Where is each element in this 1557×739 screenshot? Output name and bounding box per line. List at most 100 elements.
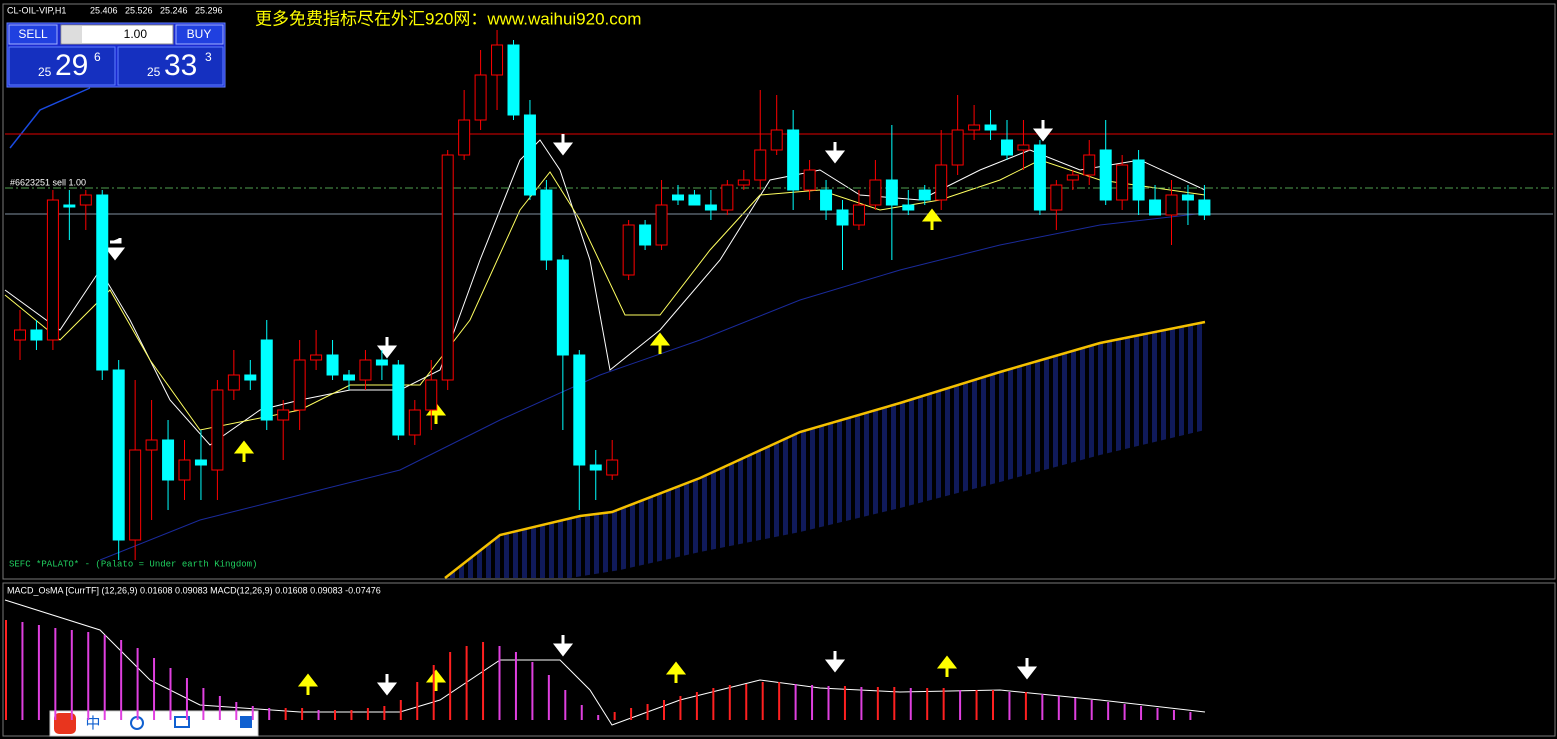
- candle-body: [836, 209, 849, 226]
- candle-body: [951, 129, 964, 166]
- candle-body: [754, 149, 767, 181]
- ohlc-high: 25.526: [125, 5, 153, 15]
- macd-signal: [4, 599, 1206, 726]
- candle-body: [375, 359, 388, 366]
- candle-body: [1165, 194, 1178, 216]
- buy-price[interactable]: [117, 46, 224, 86]
- candle-body: [1001, 139, 1013, 156]
- candle-body: [96, 194, 109, 371]
- candle-body: [737, 179, 750, 186]
- sell-text: SELL: [18, 27, 48, 41]
- candle-body: [902, 204, 915, 211]
- buy-main: 33: [164, 49, 197, 82]
- candle-body: [1083, 154, 1096, 176]
- candle-body: [523, 114, 536, 196]
- candle-body: [573, 354, 586, 466]
- candle-body: [507, 44, 520, 116]
- candle-body: [540, 189, 553, 261]
- candle-body: [491, 44, 504, 76]
- candle-body: [244, 374, 257, 381]
- candle-body: [343, 374, 355, 381]
- sell-button[interactable]: [8, 24, 58, 45]
- candle-body: [918, 189, 931, 201]
- candle-body: [869, 179, 882, 206]
- sell-price[interactable]: [8, 46, 116, 86]
- buy-button[interactable]: [175, 24, 224, 45]
- candle-body: [556, 259, 569, 356]
- candle-body: [129, 449, 142, 541]
- candle-body: [359, 359, 372, 381]
- candle-body: [46, 199, 59, 341]
- candle-body: [935, 164, 948, 201]
- candle-body: [14, 329, 26, 341]
- lots-text: 1.00: [124, 27, 148, 41]
- candle-body: [326, 354, 339, 376]
- candle-body: [1033, 144, 1046, 211]
- candle-body: [63, 204, 76, 208]
- candle-body: [1066, 174, 1079, 181]
- candle-body: [260, 339, 273, 421]
- lots-input[interactable]: [60, 24, 174, 45]
- candle-body: [425, 379, 438, 411]
- candle-body: [194, 459, 207, 466]
- sell-big: 25: [38, 65, 52, 79]
- ohlc-close: 25.296: [195, 5, 223, 15]
- candle-body: [392, 364, 405, 436]
- candle-body: [1017, 144, 1030, 151]
- buy-sup: 3: [205, 50, 212, 64]
- candle-body: [474, 74, 487, 121]
- candle-body: [606, 459, 619, 476]
- candle-body: [622, 224, 635, 276]
- candle-body: [310, 354, 323, 361]
- cloud: [445, 322, 1205, 578]
- ohlc-open: 25.406: [90, 5, 118, 15]
- candle-body: [162, 439, 175, 481]
- candle-body: [770, 129, 783, 151]
- candle-body: [30, 329, 43, 341]
- candle-body: [293, 359, 306, 411]
- candle-body: [721, 184, 734, 211]
- indicator-label: SEFC *PALATO* - (Palato = Under earth Ki…: [9, 559, 257, 569]
- ime-logo[interactable]: [54, 713, 76, 734]
- marks: [5, 30, 1211, 720]
- watermark: 更多免费指标尽在外汇920网：www.waihui920.com: [255, 9, 641, 28]
- candle-body: [1149, 199, 1162, 216]
- candle-body: [885, 179, 898, 206]
- buy-big: 25: [147, 65, 161, 79]
- candle-body: [787, 129, 800, 191]
- slow-ma: [99, 212, 1206, 561]
- candle-body: [984, 124, 997, 131]
- sell-main: 29: [55, 49, 88, 82]
- main-frame: [2, 3, 1556, 580]
- candle-body: [672, 194, 684, 201]
- candle-body: [1198, 199, 1211, 216]
- candle-body: [589, 464, 602, 471]
- candle-body: [211, 389, 224, 471]
- candle-body: [458, 119, 471, 156]
- candle-body: [227, 374, 240, 391]
- candle-body: [852, 204, 865, 226]
- candle-body: [803, 169, 816, 191]
- candle-body: [1099, 149, 1112, 201]
- ohlc-low: 25.246: [160, 5, 188, 15]
- candle-body: [820, 189, 833, 211]
- sell-sup: 6: [94, 50, 101, 64]
- candle-body: [655, 204, 668, 246]
- candle-body: [639, 224, 652, 246]
- candle-body: [112, 369, 125, 541]
- trade-panel: SELL 1.00 BUY 25 29 6 25 33 3: [6, 22, 226, 88]
- candle-body: [277, 409, 290, 421]
- fast-ma: [4, 139, 1206, 446]
- candle-body: [408, 409, 421, 436]
- order-label: #6623251 sell 1.00: [10, 177, 86, 187]
- candle-body: [968, 124, 981, 131]
- cloud-line: [444, 320, 1206, 579]
- ime-icon[interactable]: [240, 716, 252, 728]
- buy-text: BUY: [187, 27, 212, 41]
- lots-spin[interactable]: [62, 26, 82, 43]
- candle-body: [1132, 159, 1145, 201]
- ime-icon[interactable]: [174, 716, 190, 728]
- candle-body: [688, 194, 701, 206]
